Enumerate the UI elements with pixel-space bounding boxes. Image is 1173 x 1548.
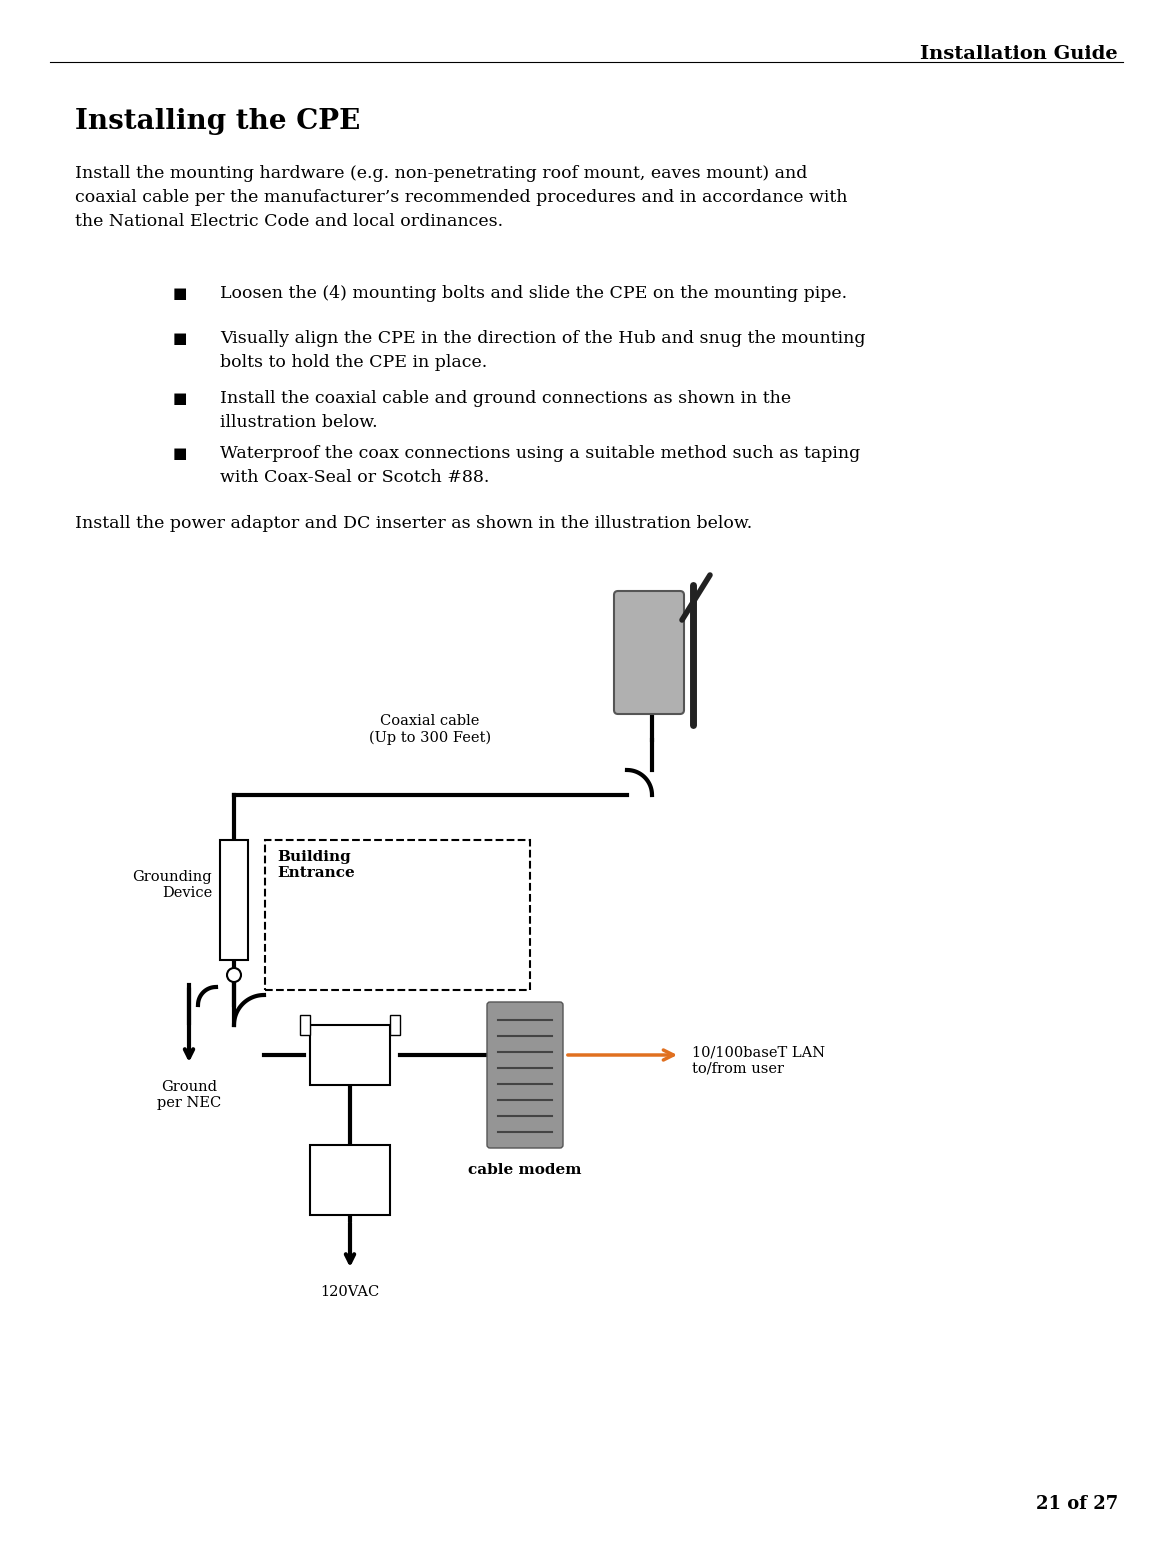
Text: 21 of 27: 21 of 27 <box>1036 1495 1118 1512</box>
Text: 10/100baseT LAN
to/from user: 10/100baseT LAN to/from user <box>692 1045 825 1076</box>
Bar <box>310 1025 389 1085</box>
Text: Coaxial cable
(Up to 300 Feet): Coaxial cable (Up to 300 Feet) <box>369 714 491 745</box>
FancyBboxPatch shape <box>487 1002 563 1149</box>
FancyBboxPatch shape <box>613 591 684 714</box>
Text: Power
Pack: Power Pack <box>326 1156 374 1187</box>
Text: Installing the CPE: Installing the CPE <box>75 108 360 135</box>
Bar <box>310 1146 389 1215</box>
Text: Install the power adaptor and DC inserter as shown in the illustration below.: Install the power adaptor and DC inserte… <box>75 515 752 533</box>
Text: Installation Guide: Installation Guide <box>921 45 1118 63</box>
Bar <box>221 841 248 960</box>
Text: Ground
per NEC: Ground per NEC <box>157 1081 222 1110</box>
Text: ■: ■ <box>172 331 187 347</box>
Text: Waterproof the coax connections using a suitable method such as taping
with Coax: Waterproof the coax connections using a … <box>221 444 860 486</box>
Text: ■: ■ <box>172 392 187 406</box>
Text: cable modem: cable modem <box>468 1163 582 1176</box>
Text: ■: ■ <box>172 447 187 461</box>
Bar <box>389 1015 400 1036</box>
Bar <box>300 1015 310 1036</box>
Text: ■: ■ <box>172 286 187 300</box>
Text: Install the mounting hardware (e.g. non-penetrating roof mount, eaves mount) and: Install the mounting hardware (e.g. non-… <box>75 166 848 231</box>
Bar <box>265 841 530 991</box>
Circle shape <box>228 968 240 981</box>
Text: Visually align the CPE in the direction of the Hub and snug the mounting
bolts t: Visually align the CPE in the direction … <box>221 330 866 372</box>
Text: DC
Inserter: DC Inserter <box>319 1040 381 1070</box>
Text: 120VAC: 120VAC <box>320 1285 380 1299</box>
Text: Building
Entrance: Building Entrance <box>277 850 354 881</box>
Text: Loosen the (4) mounting bolts and slide the CPE on the mounting pipe.: Loosen the (4) mounting bolts and slide … <box>221 285 847 302</box>
Text: Install the coaxial cable and ground connections as shown in the
illustration be: Install the coaxial cable and ground con… <box>221 390 791 432</box>
Text: Grounding
Device: Grounding Device <box>133 870 212 901</box>
